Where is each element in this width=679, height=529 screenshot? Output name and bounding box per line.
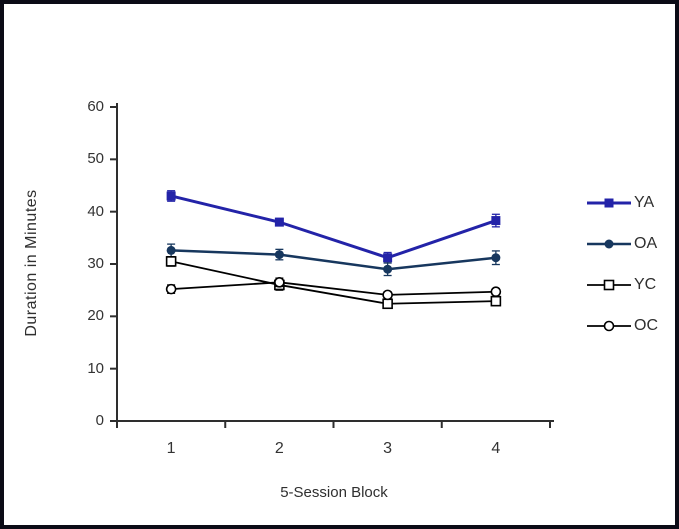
y-tick-label: 10 bbox=[87, 359, 104, 377]
data-point-oa bbox=[166, 245, 176, 255]
y-axis-title: Duration in Minutes bbox=[23, 189, 40, 337]
open-circle-legend-icon bbox=[587, 320, 631, 332]
data-point-yc bbox=[165, 256, 177, 267]
data-point-oc bbox=[274, 277, 285, 288]
series-line-oc bbox=[171, 281, 496, 296]
legend-item-oa: OA bbox=[586, 235, 675, 252]
open-square-legend-icon bbox=[587, 279, 631, 291]
x-tick-label: 4 bbox=[491, 440, 501, 457]
series-line-yc bbox=[170, 260, 496, 305]
y-tick-label: 50 bbox=[87, 150, 104, 168]
y-tick-label: 30 bbox=[87, 255, 104, 272]
y-tick-label: 40 bbox=[87, 202, 104, 220]
data-point-oa bbox=[274, 250, 284, 260]
filled-circle-legend-icon bbox=[587, 239, 631, 249]
x-tick-label: 1 bbox=[166, 440, 176, 457]
y-tick-label: 20 bbox=[87, 307, 104, 325]
x-tick-label: 3 bbox=[383, 440, 393, 457]
line-chart-plot bbox=[110, 103, 554, 428]
legend-label: OC bbox=[634, 317, 658, 334]
legend-label: YA bbox=[634, 194, 655, 211]
data-point-ya bbox=[383, 253, 393, 263]
data-point-oc bbox=[165, 283, 177, 295]
legend-item-oc: OC bbox=[586, 317, 675, 334]
filled-square-legend-icon bbox=[587, 198, 631, 208]
data-point-oc bbox=[382, 289, 393, 301]
data-point-ya bbox=[274, 217, 284, 227]
series-line-oa bbox=[171, 249, 497, 271]
legend-item-ya: YA bbox=[586, 194, 675, 211]
data-point-ya bbox=[491, 216, 501, 226]
data-point-yc bbox=[382, 298, 393, 310]
legend: YA OA YC OC bbox=[586, 194, 675, 359]
y-tick-label: 60 bbox=[87, 98, 104, 115]
legend-label: OA bbox=[634, 235, 658, 252]
data-point-oa bbox=[383, 264, 393, 274]
x-axis-title: 5-Session Block bbox=[280, 484, 388, 501]
data-point-oa bbox=[491, 253, 501, 263]
x-tick-label: 2 bbox=[274, 440, 284, 457]
y-tick-label: 0 bbox=[95, 412, 104, 429]
data-point-yc bbox=[490, 295, 502, 307]
data-point-oc bbox=[490, 286, 502, 298]
series-line-ya bbox=[170, 194, 497, 260]
legend-label: YC bbox=[634, 276, 657, 293]
data-point-ya bbox=[166, 191, 176, 201]
legend-item-yc: YC bbox=[586, 276, 675, 293]
